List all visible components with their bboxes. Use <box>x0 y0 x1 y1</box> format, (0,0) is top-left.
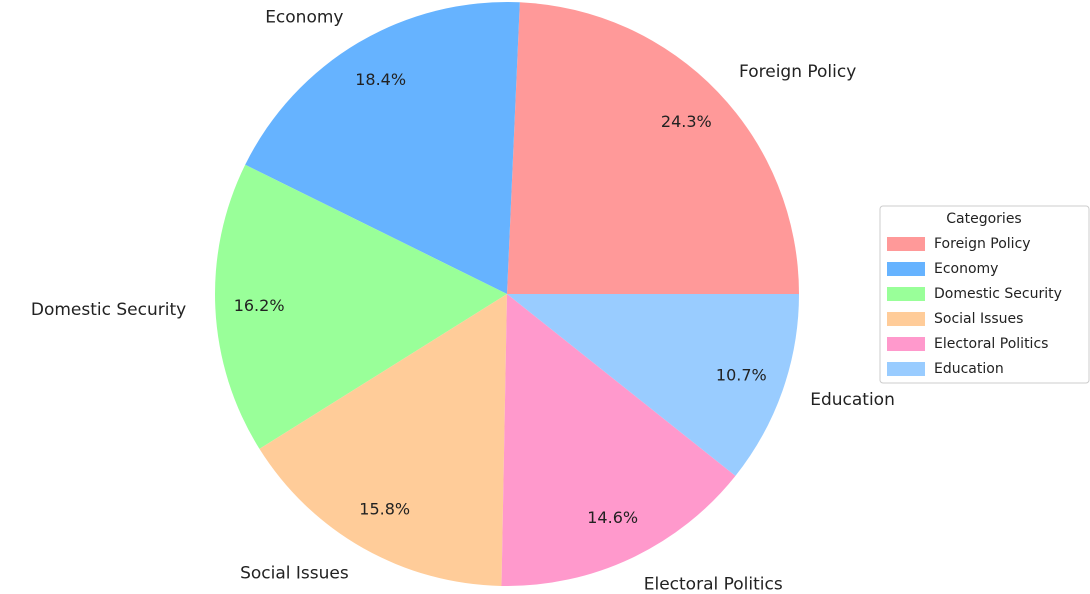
legend-label: Social Issues <box>934 311 1023 327</box>
slice-label: Social Issues <box>240 564 349 584</box>
pct-label: 10.7% <box>716 365 767 384</box>
pct-label: 24.3% <box>661 112 712 131</box>
legend-label: Domestic Security <box>934 286 1062 302</box>
legend-label: Economy <box>934 261 998 277</box>
pct-label: 15.8% <box>359 499 410 518</box>
legend-swatch <box>887 337 925 351</box>
legend-swatch <box>887 262 925 276</box>
legend-swatch <box>887 362 925 376</box>
pct-label: 14.6% <box>587 508 638 527</box>
slice-label: Economy <box>265 8 343 28</box>
legend-label: Electoral Politics <box>934 336 1048 352</box>
legend-swatch <box>887 287 925 301</box>
pct-label: 18.4% <box>355 70 406 89</box>
pie-slice <box>245 2 520 295</box>
slice-label: Education <box>810 390 895 410</box>
pie-slice <box>507 294 799 476</box>
pct-label: 16.2% <box>234 296 285 315</box>
slice-label: Foreign Policy <box>739 62 856 82</box>
legend-swatch <box>887 312 925 326</box>
legend-swatch <box>887 237 925 251</box>
pie-slice <box>259 294 507 586</box>
legend-label: Education <box>934 361 1004 377</box>
slice-label: Domestic Security <box>31 300 186 320</box>
legend-box <box>879 205 1090 384</box>
slice-label: Electoral Politics <box>644 575 783 594</box>
pie-slice <box>215 164 508 449</box>
pie-slice <box>507 2 799 295</box>
legend-label: Foreign Policy <box>934 236 1031 252</box>
pie-slice <box>501 294 736 586</box>
legend-title: Categories <box>946 211 1021 227</box>
